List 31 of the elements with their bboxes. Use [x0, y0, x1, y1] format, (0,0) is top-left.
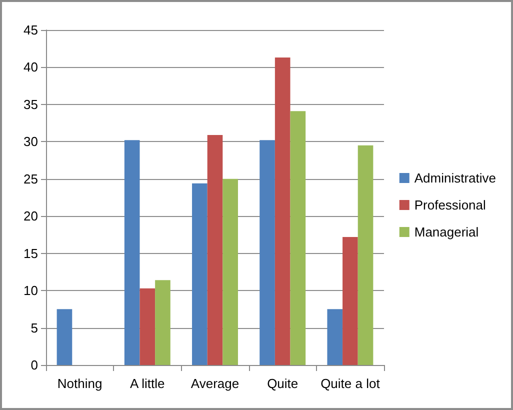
y-tick-label: 15	[24, 246, 38, 261]
y-tick-label: 0	[30, 358, 38, 372]
bar	[290, 111, 306, 365]
bar	[192, 183, 208, 365]
legend-label: Professional	[414, 198, 486, 212]
bar	[155, 280, 170, 365]
x-tick-label: Average	[190, 376, 240, 391]
bar	[222, 178, 238, 365]
y-tick-label: 25	[24, 171, 38, 186]
x-tick-label: Quite a lot	[320, 376, 380, 391]
y-tick-label: 40	[24, 60, 38, 75]
bar	[140, 288, 156, 365]
x-tick-label: Nothing	[57, 376, 102, 391]
y-tick-label: 35	[24, 96, 38, 112]
bar	[207, 134, 223, 365]
bar	[327, 309, 343, 365]
y-tick-label: 30	[24, 134, 38, 150]
x-tick-label: A little	[130, 376, 165, 391]
bar	[260, 140, 275, 365]
y-tick-label: 45	[24, 22, 38, 38]
bar	[342, 236, 358, 365]
bar	[124, 140, 140, 365]
x-tick-label: Quite	[267, 376, 298, 391]
bar	[274, 58, 290, 365]
y-tick-label: 5	[30, 320, 38, 336]
legend-label: Managerial	[414, 224, 479, 240]
legend-label: Administrative	[414, 170, 496, 186]
bar	[56, 309, 72, 365]
bar	[358, 145, 374, 365]
y-tick-label: 20	[24, 208, 38, 224]
y-tick-label: 10	[24, 283, 38, 298]
